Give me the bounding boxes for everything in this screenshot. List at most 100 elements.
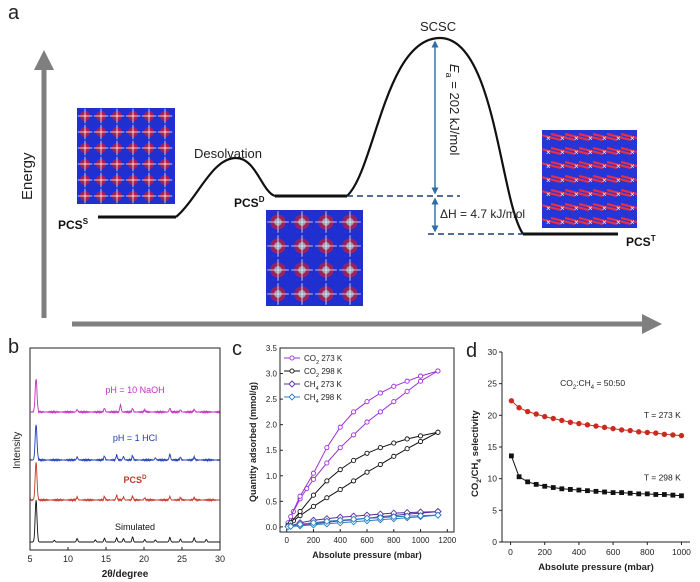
lattice-linker xyxy=(550,188,576,198)
lattice-linker xyxy=(578,202,604,212)
y-tick-label: 2.0 xyxy=(266,421,278,430)
data-point xyxy=(576,420,582,427)
scsc-curve xyxy=(346,36,524,235)
lattice-linker xyxy=(606,160,632,170)
x-axis-label: Absolute pressure (mbar) xyxy=(538,562,654,573)
legend-label: CO2 273 K xyxy=(304,354,343,366)
y-tick-label: 25 xyxy=(488,379,498,389)
data-point xyxy=(627,490,633,496)
data-point xyxy=(636,429,642,435)
data-point xyxy=(435,368,441,374)
data-point xyxy=(364,469,370,475)
lattice-linker xyxy=(606,202,632,212)
data-point xyxy=(391,453,397,459)
lattice-linker xyxy=(620,160,637,168)
y-tick-label: 15 xyxy=(488,442,498,452)
lattice-linker xyxy=(592,146,618,156)
lattice-linker xyxy=(542,134,562,142)
data-point xyxy=(337,467,343,473)
data-point xyxy=(435,429,441,435)
y-tick-label: 3.5 xyxy=(266,344,278,353)
data-point xyxy=(567,419,574,425)
data-point xyxy=(336,516,344,524)
data-point xyxy=(434,511,442,519)
pcs-t-structure-image: × × × × × × × × × × × × × × × × × × × × × × × × × × × × × × × × × × × × × × × ×… xyxy=(542,130,637,228)
lattice-linker xyxy=(564,146,590,156)
lattice-node: × xyxy=(602,218,607,227)
data-point xyxy=(670,492,676,498)
y-tick-label: 30 xyxy=(488,347,498,357)
lattice-node: × xyxy=(560,190,565,199)
lattice-node: × xyxy=(588,148,593,157)
data-point xyxy=(363,514,371,522)
lattice-linker xyxy=(550,132,576,142)
lattice-linker xyxy=(564,174,590,184)
data-point xyxy=(377,461,383,468)
lattice-node: × xyxy=(616,162,621,171)
data-point xyxy=(324,495,330,501)
x-tick-label: 1000 xyxy=(412,536,430,545)
legend-label: CH4 298 K xyxy=(304,393,342,405)
lattice-linker xyxy=(550,202,576,212)
lattice-linker xyxy=(606,132,632,142)
data-point xyxy=(324,445,330,451)
lattice-linker xyxy=(550,174,576,184)
lattice-node: × xyxy=(630,162,635,171)
lattice-node: × xyxy=(560,134,565,143)
data-point xyxy=(559,486,565,492)
lattice-linker xyxy=(620,216,637,224)
data-point xyxy=(310,476,317,482)
panel-d-label: d xyxy=(466,340,478,362)
data-point xyxy=(324,460,330,466)
data-point xyxy=(516,405,522,411)
data-point xyxy=(417,373,424,379)
lattice-linker xyxy=(542,162,562,170)
y-tick-label: 1.5 xyxy=(266,446,278,455)
lattice-node: × xyxy=(574,148,579,157)
pcs-s-label: PCSS xyxy=(58,217,89,232)
chart-d: 0 200 400 600 800 1000 0 5 10 15 20 25 30 Absolute pr… xyxy=(470,347,691,573)
y-tick-label: 0 xyxy=(492,537,497,547)
energy-diagram: Energy Desolvation SCSC PCSS PCSD PCST E… xyxy=(19,19,662,334)
data-point xyxy=(661,431,668,438)
lattice-linker xyxy=(592,160,618,170)
x-tick-label: 800 xyxy=(640,547,654,557)
lattice-linker xyxy=(592,188,618,198)
data-point xyxy=(351,457,357,463)
data-point xyxy=(391,399,397,405)
lattice-node: × xyxy=(630,176,635,185)
lattice-linker xyxy=(578,132,604,142)
data-point xyxy=(542,413,548,420)
x-tick-label: 600 xyxy=(606,547,620,557)
data-point xyxy=(403,512,411,520)
lattice-node: × xyxy=(602,176,607,185)
lattice-linker xyxy=(542,190,562,198)
lattice-node: × xyxy=(616,190,621,199)
data-point xyxy=(516,474,522,480)
lattice-linker xyxy=(564,132,590,142)
data-point xyxy=(644,491,650,497)
x-tick-label: 0 xyxy=(284,536,289,545)
data-point xyxy=(550,485,556,490)
data-point xyxy=(310,492,317,498)
lattice-linker xyxy=(542,204,562,212)
lattice-node: × xyxy=(546,162,551,171)
lattice-linker xyxy=(564,160,590,170)
data-point xyxy=(349,515,358,523)
data-point xyxy=(289,355,295,361)
data-point xyxy=(610,425,616,432)
lattice-linker xyxy=(564,188,590,198)
data-point xyxy=(417,433,424,439)
lattice-node: × xyxy=(546,176,551,185)
lattice-node: × xyxy=(616,204,621,213)
x-tick-label: 25 xyxy=(177,554,187,564)
x-tick-label: 30 xyxy=(215,554,225,564)
data-point xyxy=(377,445,383,451)
data-point xyxy=(351,432,357,438)
desolvation-label: Desolvation xyxy=(194,146,262,161)
data-point xyxy=(525,479,531,485)
lattice-linker xyxy=(578,160,604,170)
lattice-node: × xyxy=(546,204,551,213)
pcs-t-label: PCST xyxy=(626,234,656,249)
lattice-linker xyxy=(592,202,618,212)
